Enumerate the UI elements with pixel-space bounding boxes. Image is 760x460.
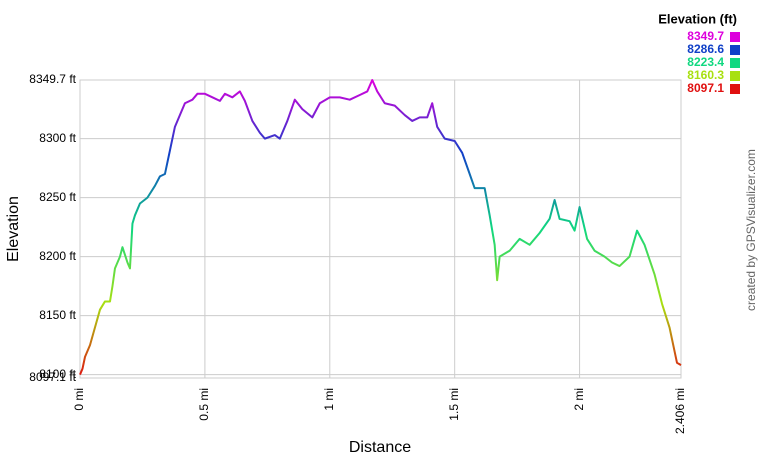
legend-swatch	[730, 32, 740, 42]
legend-label: 8160.3	[687, 68, 724, 82]
legend-label: 8097.1	[687, 81, 724, 95]
x-axis-title: Distance	[349, 439, 411, 456]
legend-label: 8223.4	[687, 55, 724, 69]
legend-swatch	[730, 45, 740, 55]
y-tick-label: 8300 ft	[39, 131, 76, 145]
y-tick-label: 8100 ft	[39, 367, 76, 381]
x-tick-label: 0 mi	[72, 388, 86, 411]
x-tick-label: 2 mi	[572, 388, 586, 411]
y-tick-label: 8250 ft	[39, 190, 76, 204]
legend-label: 8286.6	[687, 42, 724, 56]
legend-swatch	[730, 84, 740, 94]
legend-title: Elevation (ft)	[658, 11, 737, 26]
legend-swatch	[730, 71, 740, 81]
y-tick-label: 8349.7 ft	[29, 72, 76, 86]
y-axis-title: Elevation	[5, 196, 22, 262]
y-tick-label: 8097.1 ft	[29, 370, 76, 384]
x-tick-label: 1 mi	[322, 388, 336, 411]
plot-area	[79, 79, 682, 379]
elevation-line	[79, 79, 682, 375]
legend-swatch	[730, 58, 740, 68]
x-tick-label: 1.5 mi	[447, 388, 461, 421]
x-tick-label: 0.5 mi	[197, 388, 211, 421]
x-tick-label: 2.406 mi	[673, 388, 687, 434]
y-tick-label: 8150 ft	[39, 308, 76, 322]
y-tick-label: 8200 ft	[39, 249, 76, 263]
legend-label: 8349.7	[687, 29, 724, 43]
credit: created by GPSVisualizer.com	[744, 149, 758, 311]
